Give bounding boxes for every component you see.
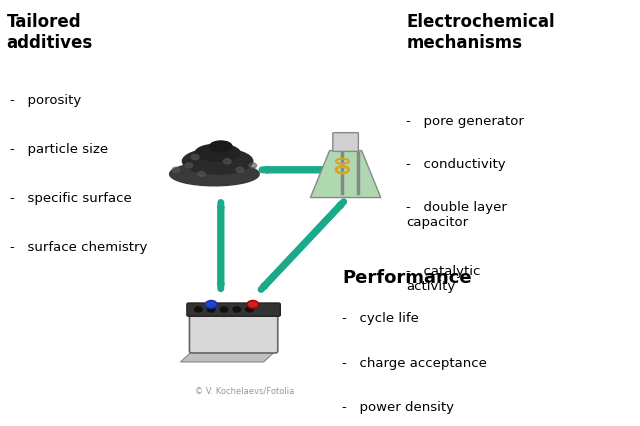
- Text: -   catalytic
activity: - catalytic activity: [406, 264, 481, 292]
- Circle shape: [247, 301, 259, 308]
- Text: -   surface chemistry: - surface chemistry: [10, 241, 147, 253]
- Circle shape: [207, 307, 215, 312]
- Text: -   charge acceptance: - charge acceptance: [342, 356, 487, 368]
- Text: -   pore generator: - pore generator: [406, 115, 524, 128]
- Text: Performance: Performance: [342, 268, 472, 286]
- Text: -   cycle life: - cycle life: [342, 311, 419, 324]
- FancyBboxPatch shape: [187, 303, 280, 317]
- Ellipse shape: [182, 149, 253, 175]
- Circle shape: [236, 168, 244, 173]
- Circle shape: [198, 172, 205, 177]
- Polygon shape: [180, 351, 275, 362]
- Text: -   power density: - power density: [342, 400, 454, 413]
- Ellipse shape: [195, 145, 240, 162]
- Text: Tailored
additives: Tailored additives: [6, 13, 93, 52]
- Circle shape: [233, 307, 241, 312]
- Circle shape: [191, 155, 199, 160]
- Circle shape: [195, 307, 202, 312]
- Text: © V. Kochelaevs/Fotolia: © V. Kochelaevs/Fotolia: [195, 386, 294, 394]
- Circle shape: [246, 307, 253, 312]
- Circle shape: [249, 164, 257, 169]
- Ellipse shape: [210, 141, 232, 152]
- Circle shape: [205, 301, 217, 308]
- Text: -   porosity: - porosity: [10, 94, 81, 106]
- Circle shape: [172, 168, 180, 173]
- Text: -   conductivity: - conductivity: [406, 158, 506, 170]
- Text: -   specific surface: - specific surface: [10, 192, 131, 204]
- Text: Electrochemical
mechanisms: Electrochemical mechanisms: [406, 13, 555, 52]
- FancyBboxPatch shape: [333, 133, 358, 152]
- Polygon shape: [310, 151, 381, 198]
- Circle shape: [223, 159, 231, 164]
- Circle shape: [185, 164, 193, 169]
- Circle shape: [220, 307, 228, 312]
- Text: -   particle size: - particle size: [10, 143, 108, 155]
- Ellipse shape: [170, 163, 259, 187]
- Text: -   double layer
capacitor: - double layer capacitor: [406, 200, 508, 228]
- FancyBboxPatch shape: [189, 314, 278, 353]
